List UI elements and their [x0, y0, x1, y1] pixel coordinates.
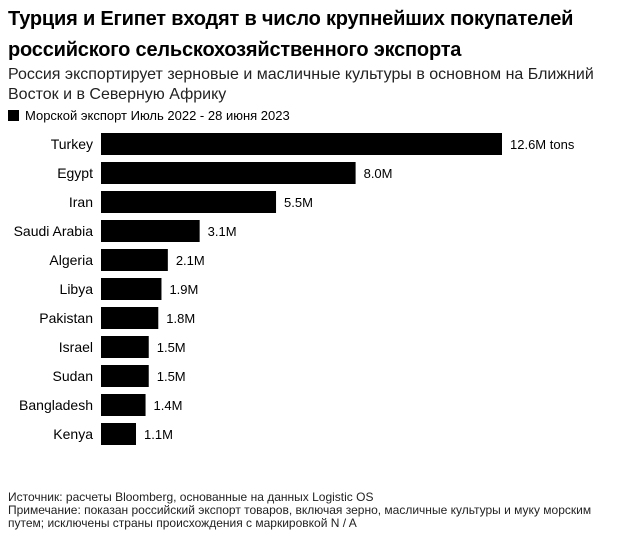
bar: [101, 365, 149, 387]
category-label: Iran: [69, 194, 93, 210]
category-label: Bangladesh: [19, 397, 93, 413]
bar: [101, 220, 200, 242]
value-label: 1.8M: [166, 311, 195, 326]
category-label: Pakistan: [39, 310, 93, 326]
category-label: Israel: [59, 339, 93, 355]
value-label: 1.1M: [144, 427, 173, 442]
bar: [101, 133, 502, 155]
category-label: Sudan: [53, 368, 93, 384]
category-label: Libya: [60, 281, 94, 297]
category-label: Kenya: [53, 426, 93, 442]
chart-title: Турция и Египет входят в число крупнейши…: [8, 8, 574, 61]
bar: [101, 249, 168, 271]
value-label: 1.4M: [154, 398, 183, 413]
bar: [101, 191, 277, 213]
category-label: Saudi Arabia: [14, 223, 94, 239]
chart-subtitle: Россия экспортирует зерновые и масличные…: [8, 66, 594, 103]
category-label: Turkey: [51, 136, 93, 152]
bar: [101, 423, 137, 445]
value-label: 5.5M: [284, 195, 313, 210]
value-label: 2.1M: [176, 253, 205, 268]
legend-label: Морской экспорт Июль 2022 - 28 июня 2023: [25, 108, 290, 123]
bar: [101, 278, 162, 300]
value-label: 3.1M: [208, 224, 237, 239]
value-label: 1.5M: [157, 340, 186, 355]
value-label: 1.9M: [169, 282, 198, 297]
bar: [101, 162, 356, 184]
category-label: Egypt: [57, 165, 93, 181]
bar: [101, 307, 159, 329]
category-label: Algeria: [49, 252, 93, 268]
footnote-source: Источник: расчеты Bloomberg, основанные …: [8, 490, 374, 504]
bar-chart: Turkey 12.6M tons Egypt 8.0M Iran 5.5M Saudi A…: [14, 133, 575, 445]
legend: Морской экспорт Июль 2022 - 28 июня 2023: [8, 108, 290, 123]
value-label: 12.6M tons: [510, 137, 575, 152]
legend-swatch: [8, 110, 19, 121]
footnote-note: Примечание: показан российский экспорт т…: [8, 503, 592, 530]
bar: [101, 336, 149, 358]
value-label: 1.5M: [157, 369, 186, 384]
footnote: Источник: расчеты Bloomberg, основанные …: [8, 491, 620, 530]
bar: [101, 394, 146, 416]
value-label: 8.0M: [364, 166, 393, 181]
